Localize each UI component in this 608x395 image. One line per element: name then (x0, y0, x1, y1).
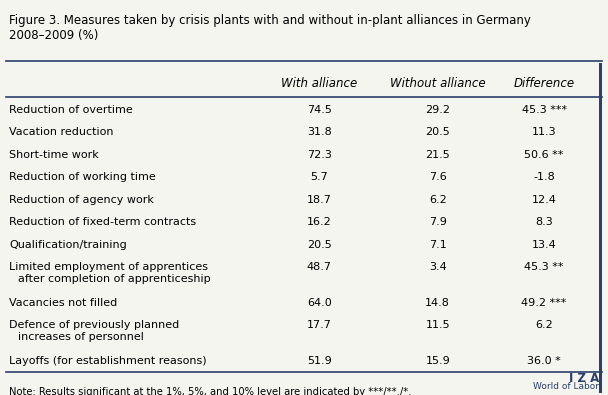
Text: 6.2: 6.2 (429, 195, 447, 205)
Text: Short-time work: Short-time work (9, 150, 99, 160)
Text: Note: Results significant at the 1%, 5%, and 10% level are indicated by ***/**./: Note: Results significant at the 1%, 5%,… (9, 387, 412, 395)
Text: 36.0 *: 36.0 * (527, 356, 561, 366)
Text: 6.2: 6.2 (535, 320, 553, 330)
Text: 20.5: 20.5 (307, 240, 331, 250)
Text: increases of personnel: increases of personnel (18, 332, 144, 342)
Text: 7.9: 7.9 (429, 217, 447, 227)
Text: 72.3: 72.3 (307, 150, 331, 160)
Text: 50.6 **: 50.6 ** (525, 150, 564, 160)
Text: Reduction of fixed-term contracts: Reduction of fixed-term contracts (9, 217, 196, 227)
Text: World of Labor: World of Labor (533, 382, 599, 391)
Text: Reduction of working time: Reduction of working time (9, 172, 156, 182)
Text: 64.0: 64.0 (307, 298, 331, 308)
Text: 11.3: 11.3 (532, 127, 556, 137)
Text: 74.5: 74.5 (307, 105, 331, 115)
Text: 49.2 ***: 49.2 *** (522, 298, 567, 308)
Text: 15.9: 15.9 (426, 356, 450, 366)
Text: 20.5: 20.5 (426, 127, 450, 137)
Text: 14.8: 14.8 (426, 298, 450, 308)
Text: 45.3 ***: 45.3 *** (522, 105, 567, 115)
Text: I Z A: I Z A (568, 372, 599, 385)
Text: 7.6: 7.6 (429, 172, 447, 182)
Text: -1.8: -1.8 (533, 172, 555, 182)
Text: Reduction of overtime: Reduction of overtime (9, 105, 133, 115)
Text: Qualification/training: Qualification/training (9, 240, 127, 250)
Text: Layoffs (for establishment reasons): Layoffs (for establishment reasons) (9, 356, 207, 366)
Text: Vacancies not filled: Vacancies not filled (9, 298, 117, 308)
Text: Vacation reduction: Vacation reduction (9, 127, 114, 137)
Text: 21.5: 21.5 (426, 150, 450, 160)
Text: With alliance: With alliance (281, 77, 358, 90)
Text: after completion of apprenticeship: after completion of apprenticeship (18, 274, 211, 284)
Text: 5.7: 5.7 (310, 172, 328, 182)
Text: 3.4: 3.4 (429, 262, 447, 272)
Text: Figure 3. Measures taken by crisis plants with and without in-plant alliances in: Figure 3. Measures taken by crisis plant… (9, 14, 531, 42)
Text: Without alliance: Without alliance (390, 77, 486, 90)
Text: 17.7: 17.7 (307, 320, 331, 330)
Text: 11.5: 11.5 (426, 320, 450, 330)
Text: Limited employment of apprentices: Limited employment of apprentices (9, 262, 208, 272)
Text: 12.4: 12.4 (532, 195, 556, 205)
Text: 45.3 **: 45.3 ** (525, 262, 564, 272)
Text: 29.2: 29.2 (425, 105, 451, 115)
Text: Difference: Difference (514, 77, 575, 90)
Text: Reduction of agency work: Reduction of agency work (9, 195, 154, 205)
Text: 16.2: 16.2 (307, 217, 331, 227)
Text: 8.3: 8.3 (535, 217, 553, 227)
Text: 7.1: 7.1 (429, 240, 447, 250)
Text: 18.7: 18.7 (307, 195, 331, 205)
Text: 13.4: 13.4 (532, 240, 556, 250)
Text: 51.9: 51.9 (307, 356, 331, 366)
Text: Defence of previously planned: Defence of previously planned (9, 320, 179, 330)
Text: 31.8: 31.8 (307, 127, 331, 137)
Text: 48.7: 48.7 (306, 262, 332, 272)
